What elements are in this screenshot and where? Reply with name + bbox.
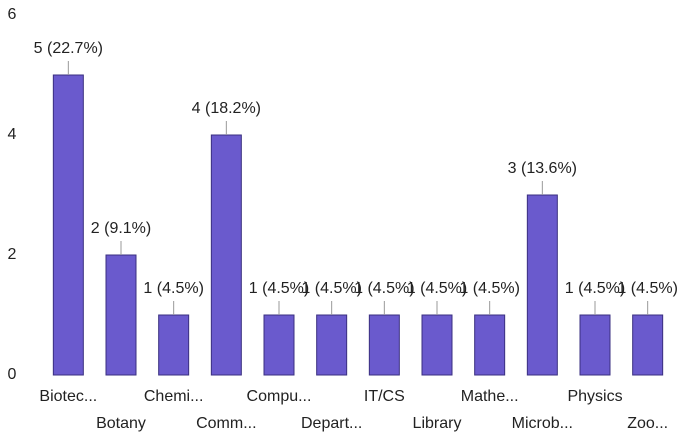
bar bbox=[263, 314, 295, 376]
value-label: 2 (9.1%) bbox=[91, 220, 151, 237]
bar bbox=[526, 194, 558, 376]
bar bbox=[316, 314, 348, 376]
x-tick-label: Mathe... bbox=[461, 388, 519, 405]
value-label: 5 (22.7%) bbox=[34, 40, 103, 57]
x-tick-label: Biotec... bbox=[39, 388, 97, 405]
bar bbox=[579, 314, 611, 376]
bar bbox=[632, 314, 664, 376]
value-label: 1 (4.5%) bbox=[407, 280, 467, 297]
y-tick-label: 6 bbox=[8, 6, 17, 23]
bar bbox=[474, 314, 506, 376]
x-tick-label: Depart... bbox=[301, 415, 362, 432]
bar bbox=[105, 254, 137, 376]
value-label: 1 (4.5%) bbox=[617, 280, 677, 297]
x-tick-label: Botany bbox=[96, 415, 146, 432]
x-tick-label: Compu... bbox=[247, 388, 312, 405]
value-label: 3 (13.6%) bbox=[508, 160, 577, 177]
x-tick-label: Zoo... bbox=[627, 415, 668, 432]
value-label: 1 (4.5%) bbox=[354, 280, 414, 297]
value-label: 1 (4.5%) bbox=[143, 280, 203, 297]
x-tick-label: IT/CS bbox=[364, 388, 405, 405]
x-tick-label: Physics bbox=[567, 388, 622, 405]
value-label: 1 (4.5%) bbox=[249, 280, 309, 297]
bar bbox=[52, 74, 84, 376]
value-label: 4 (18.2%) bbox=[192, 100, 261, 117]
x-tick-label: Comm... bbox=[196, 415, 256, 432]
value-label: 1 (4.5%) bbox=[565, 280, 625, 297]
bar bbox=[158, 314, 190, 376]
value-label: 1 (4.5%) bbox=[459, 280, 519, 297]
value-label: 1 (4.5%) bbox=[301, 280, 361, 297]
bar bbox=[421, 314, 453, 376]
x-tick-label: Library bbox=[413, 415, 462, 432]
bar bbox=[210, 134, 242, 376]
y-tick-label: 0 bbox=[8, 366, 17, 383]
bar bbox=[368, 314, 400, 376]
x-tick-label: Microb... bbox=[512, 415, 573, 432]
y-tick-label: 4 bbox=[8, 126, 17, 143]
y-tick-label: 2 bbox=[8, 246, 17, 263]
x-tick-label: Chemi... bbox=[144, 388, 204, 405]
